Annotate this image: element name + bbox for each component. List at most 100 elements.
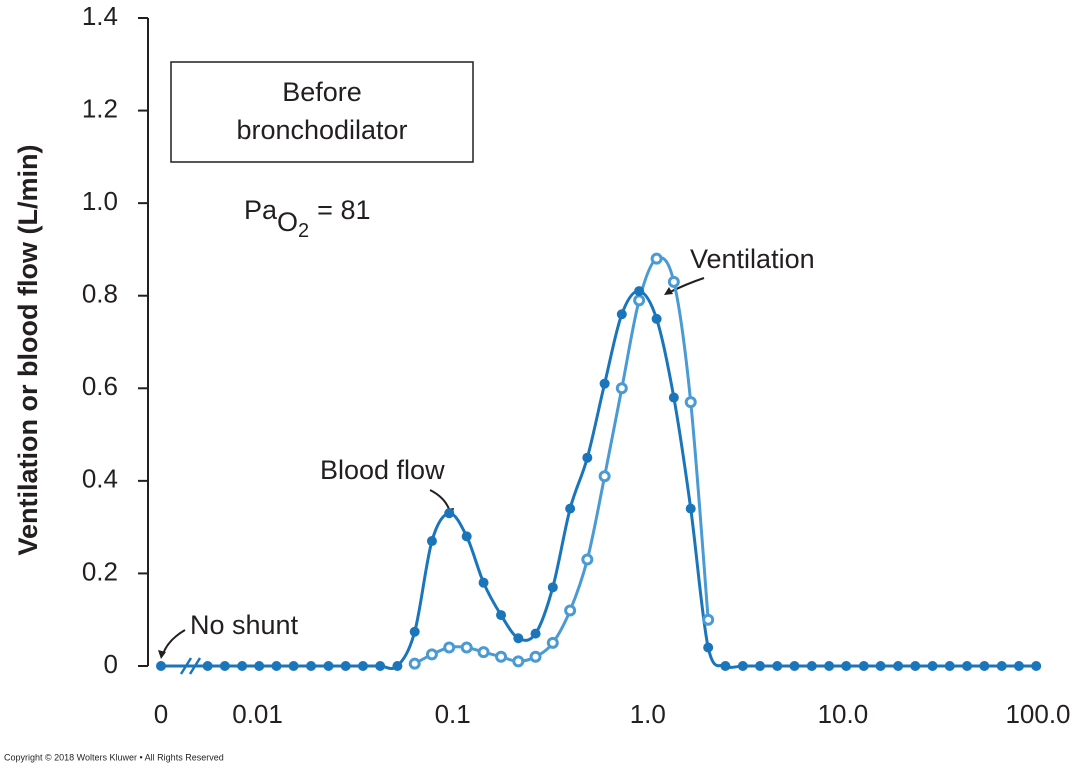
y-tick-label: 0: [104, 649, 118, 679]
filled-marker: [513, 633, 524, 644]
y-tick-label: 0.2: [82, 556, 118, 586]
y-tick-label: 1.2: [82, 93, 118, 123]
filled-marker: [357, 661, 368, 671]
filled-marker: [565, 503, 576, 514]
box-line1: Before: [282, 77, 362, 107]
filled-marker: [772, 661, 783, 671]
open-marker: [443, 641, 456, 654]
x-tick-label: 10.0: [818, 699, 869, 729]
filled-marker: [685, 503, 696, 514]
x-tick-label: 0.1: [435, 699, 471, 729]
open-marker: [460, 641, 473, 654]
x-tick-label: 0.01: [232, 699, 283, 729]
filled-marker: [841, 661, 852, 671]
filled-marker: [375, 661, 386, 671]
y-axis-label: Ventilation or blood flow (L/min): [13, 145, 43, 556]
box-line2: bronchodilator: [236, 115, 407, 145]
filled-marker: [202, 661, 213, 671]
filled-marker: [461, 531, 472, 542]
open-marker: [546, 636, 559, 649]
filled-marker: [755, 661, 766, 671]
filled-marker: [288, 661, 299, 671]
filled-marker: [824, 661, 835, 671]
y-tick-label: 0.6: [82, 371, 118, 401]
filled-marker: [910, 661, 921, 671]
filled-marker: [426, 536, 437, 547]
filled-marker: [893, 661, 904, 671]
annotation-box: [170, 61, 474, 163]
filled-marker: [737, 661, 748, 671]
y-tick-label: 0.8: [82, 279, 118, 309]
series-line: [160, 289, 1037, 671]
filled-marker: [599, 378, 610, 389]
y-tick-label: 0.4: [82, 464, 118, 494]
filled-marker: [306, 661, 317, 671]
open-marker: [408, 657, 421, 670]
filled-marker: [806, 661, 817, 671]
open-marker: [564, 604, 577, 617]
copyright: Copyright © 2018 Wolters Kluwer • All Ri…: [4, 752, 224, 762]
arrowhead: [664, 287, 673, 295]
arrow: [162, 629, 186, 655]
filled-marker: [392, 661, 403, 671]
open-marker: [633, 294, 646, 307]
series-line: [414, 256, 710, 666]
pao2-rest: = 81: [317, 195, 370, 225]
open-marker: [702, 613, 715, 626]
pao2-base: Pa: [244, 195, 278, 225]
filled-marker: [219, 661, 230, 671]
blood-flow-label: Blood flow: [320, 455, 445, 485]
filled-marker: [530, 628, 541, 639]
open-marker: [615, 382, 628, 395]
filled-marker: [651, 313, 662, 324]
open-marker: [425, 648, 438, 661]
filled-marker: [496, 610, 507, 621]
open-marker: [581, 553, 594, 566]
filled-marker: [875, 661, 886, 671]
open-marker: [495, 650, 508, 663]
pao2-label: PaO2 = 81: [244, 195, 370, 242]
open-marker: [650, 252, 663, 265]
filled-marker: [340, 661, 351, 671]
filled-marker: [156, 661, 166, 671]
filled-marker: [634, 286, 645, 297]
filled-marker: [703, 642, 714, 653]
open-marker: [598, 470, 611, 483]
filled-marker: [979, 661, 990, 671]
filled-marker: [409, 626, 420, 637]
open-marker: [477, 646, 490, 659]
filled-marker: [1031, 661, 1042, 671]
filled-marker: [858, 661, 869, 671]
y-tick-label: 1.4: [82, 1, 118, 31]
open-marker: [667, 275, 680, 288]
filled-marker: [237, 661, 248, 671]
x-tick-label: 0: [154, 699, 168, 729]
filled-marker: [1013, 661, 1024, 671]
filled-marker: [962, 661, 973, 671]
filled-marker: [789, 661, 800, 671]
filled-marker: [720, 661, 731, 671]
open-marker: [512, 655, 525, 668]
filled-marker: [254, 661, 265, 671]
filled-marker: [668, 392, 679, 403]
arrow: [429, 489, 451, 513]
ventilation-label: Ventilation: [690, 244, 815, 274]
no-shunt-label: No shunt: [190, 610, 299, 640]
filled-marker: [547, 582, 558, 593]
filled-marker: [323, 661, 334, 671]
filled-marker: [271, 661, 282, 671]
pao2-subsub: 2: [298, 220, 309, 242]
pao2-sub: O: [277, 207, 298, 237]
filled-marker: [616, 309, 627, 320]
y-tick-label: 1.0: [82, 186, 118, 216]
arrowhead: [158, 650, 166, 659]
open-marker: [684, 396, 697, 409]
filled-marker: [582, 452, 593, 463]
filled-marker: [927, 661, 938, 671]
filled-marker: [444, 508, 455, 519]
filled-marker: [944, 661, 955, 671]
x-tick-label: 1.0: [630, 699, 666, 729]
filled-marker: [478, 577, 489, 588]
filled-marker: [996, 661, 1007, 671]
